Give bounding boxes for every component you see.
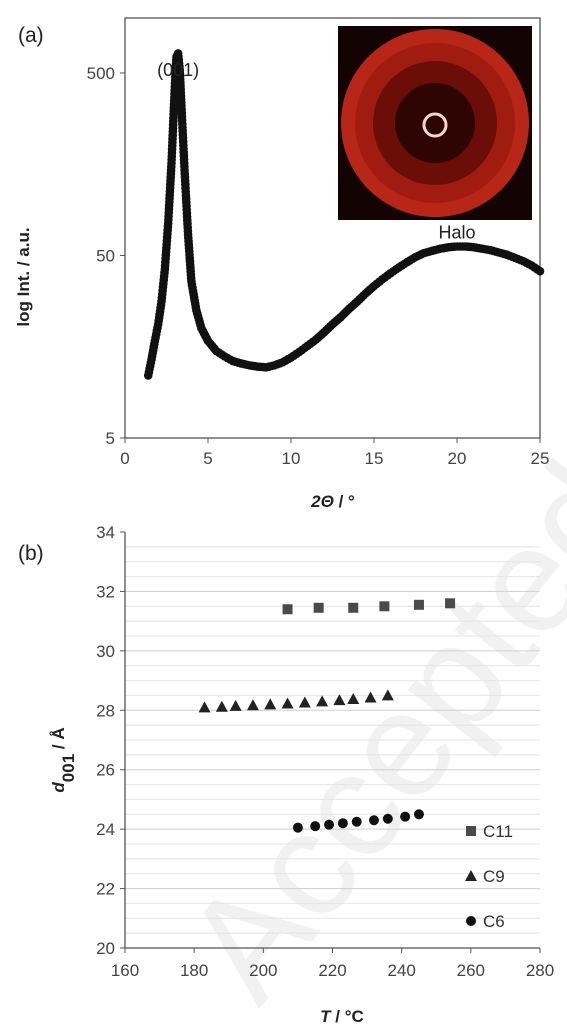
legend-label-c9: C9 xyxy=(483,867,505,886)
panel-b-y-axis-subscript: 001 xyxy=(59,754,78,782)
panel-b-y-tick-label: 22 xyxy=(96,880,115,899)
panel-b-y-tick-label: 28 xyxy=(96,701,115,720)
panel-a-x-tick-label: 25 xyxy=(531,449,550,468)
panel-b-x-axis-unit: / °C xyxy=(331,1007,364,1026)
panel-a-x-tick-label: 20 xyxy=(448,449,467,468)
data-point-c9 xyxy=(333,694,346,706)
panel-b-x-tick-label: 280 xyxy=(526,961,554,980)
data-point xyxy=(535,266,545,276)
panel-b-y-axis-title: d001 / Å xyxy=(49,727,78,792)
panel-a-y-axis-title: log Int. / a.u. xyxy=(14,227,33,326)
data-point-c6 xyxy=(413,809,424,820)
panel-b-x-tick-label: 220 xyxy=(318,961,346,980)
watermark-text: Accepted xyxy=(152,433,567,1029)
legend-label-c11: C11 xyxy=(483,822,513,841)
annotation-001: (001) xyxy=(157,60,199,80)
data-point-c9 xyxy=(381,689,394,701)
panel-a-x-tick-label: 0 xyxy=(120,449,129,468)
annotation-halo: Halo xyxy=(438,222,475,242)
data-point-c9 xyxy=(198,701,211,713)
panel-b-x-tick-label: 260 xyxy=(457,961,485,980)
data-point-c11 xyxy=(379,601,390,612)
panel-a-x-tick-label: 15 xyxy=(365,449,384,468)
panel-b-x-tick-label: 200 xyxy=(249,961,277,980)
data-point-c9 xyxy=(246,699,259,711)
inset-beamstop-ring xyxy=(422,112,448,138)
legend-label-c6: C6 xyxy=(483,912,505,931)
panel-b-y-tick-label: 34 xyxy=(96,523,115,542)
data-point-c9 xyxy=(298,696,311,708)
data-point-c6 xyxy=(369,815,379,826)
data-point-c11 xyxy=(282,604,293,615)
data-point-c9 xyxy=(215,700,228,712)
panel-b-x-axis-title: T / °C xyxy=(320,1007,364,1026)
panel-a-plot-frame xyxy=(124,17,541,439)
panel-b-y-axis-symbol: d xyxy=(49,782,68,793)
panel-b-x-tick-label: 240 xyxy=(387,961,415,980)
data-point-c6 xyxy=(337,818,348,829)
panel-b-y-tick-label: 32 xyxy=(96,582,115,601)
panel-b-legend: C11 C9 C6 xyxy=(465,822,513,931)
panel-b-y-tick-label: 26 xyxy=(96,761,115,780)
data-point-c9 xyxy=(347,692,360,704)
legend-marker-c9 xyxy=(465,870,477,881)
data-point-c11 xyxy=(445,598,456,609)
inset-core xyxy=(395,83,475,163)
panel-a-label: (a) xyxy=(18,24,44,47)
data-point-c9 xyxy=(264,698,277,710)
data-point-c9 xyxy=(364,691,377,703)
panel-a-x-axis-unit: / ° xyxy=(334,492,355,511)
panel-b-x-axis-symbol: T xyxy=(320,1007,332,1026)
data-point-c6 xyxy=(324,819,335,830)
panel-b-y-axis-unit: / Å xyxy=(49,727,68,753)
panel-a-x-axis-symbol: 2Θ xyxy=(310,492,334,511)
panel-a-x-tick-label: 10 xyxy=(282,449,301,468)
data-point-c6 xyxy=(292,822,303,833)
legend-marker-c11 xyxy=(466,826,476,836)
panel-b-x-tick-label: 180 xyxy=(180,961,208,980)
legend-marker-c6 xyxy=(466,916,476,926)
data-point-c11 xyxy=(313,602,324,613)
data-point-c11 xyxy=(413,599,424,610)
panel-a-x-axis-title: 2Θ / ° xyxy=(310,492,355,511)
data-point-c9 xyxy=(316,695,329,707)
panel-b-y-tick-label: 30 xyxy=(96,642,115,661)
data-point-c11 xyxy=(348,602,359,613)
panel-b-axes: 160 180 200 220 240 260 280 20 22 24 26 28 30 32 34 xyxy=(96,523,554,980)
data-point-c6 xyxy=(351,816,362,827)
data-point-c6 xyxy=(382,813,393,824)
data-point-c9 xyxy=(229,699,242,711)
panel-a-y-tick-label: 500 xyxy=(87,64,115,83)
panel-a-x-tick-label: 5 xyxy=(203,449,212,468)
data-point-c6 xyxy=(310,821,321,832)
panel-b: (b) 160 180 200 220 240 260 280 20 22 24 26 28 30 32 3… xyxy=(18,523,554,1026)
panel-b-y-tick-label: 24 xyxy=(96,820,115,839)
panel-b-label: (b) xyxy=(18,542,44,565)
data-point-c9 xyxy=(281,697,294,709)
panel-b-x-tick-label: 160 xyxy=(111,961,139,980)
panel-a-y-tick-label: 5 xyxy=(106,429,115,448)
panel-b-y-tick-label: 20 xyxy=(96,939,115,958)
panel-a-y-tick-label: 50 xyxy=(96,246,115,265)
data-point-c6 xyxy=(400,811,411,822)
